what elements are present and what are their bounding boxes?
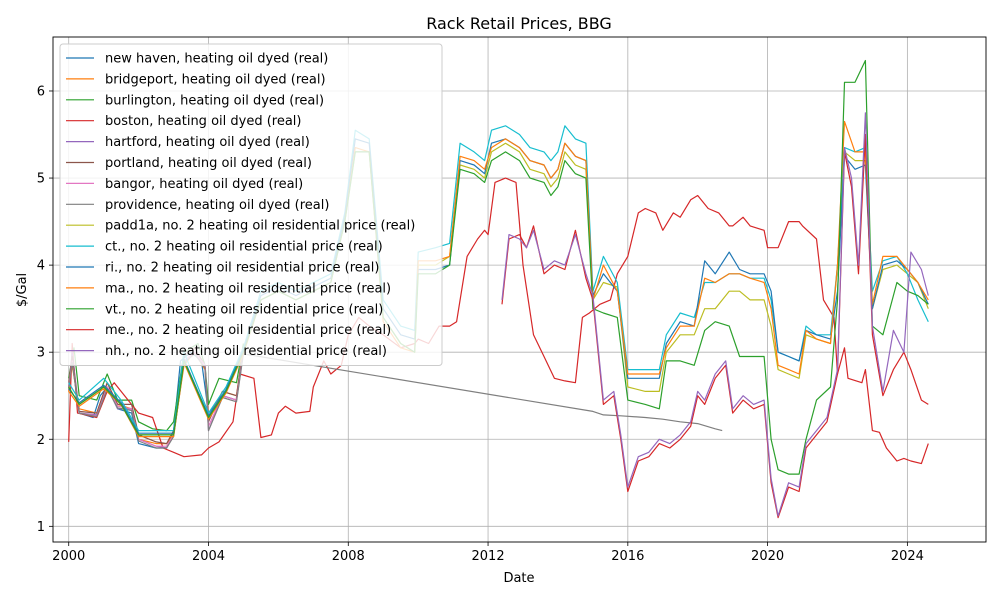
x-tick-label: 2008 xyxy=(332,549,365,564)
legend-entry: padd1a, no. 2 heating oil residential pr… xyxy=(105,219,415,234)
y-axis-label: $/Gal xyxy=(15,273,30,307)
legend-entry: me., no. 2 heating oil residential price… xyxy=(105,323,391,338)
legend: new haven, heating oil dyed (real) bridge… xyxy=(59,43,443,366)
legend-entry: burlington, heating oil dyed (real) xyxy=(105,93,324,108)
legend-entry: hartford, heating oil dyed (real) xyxy=(105,135,310,150)
legend-entry: vt., no. 2 heating oil residential price… xyxy=(105,302,383,317)
legend-entry: portland, heating oil dyed (real) xyxy=(105,156,312,171)
series-line-6 xyxy=(68,351,244,447)
chart-title: Rack Retail Prices, BBG xyxy=(426,14,612,33)
legend-entry: bangor, heating oil dyed (real) xyxy=(105,177,303,192)
legend-entry: ma., no. 2 heating oil residential price… xyxy=(105,281,391,296)
x-tick-label: 2012 xyxy=(472,549,505,564)
legend-entry: ct., no. 2 heating oil residential price… xyxy=(105,240,383,255)
y-tick-label: 3 xyxy=(37,346,45,361)
x-tick-label: 2004 xyxy=(192,549,225,564)
x-tick-label: 2016 xyxy=(611,549,644,564)
series-line-14 xyxy=(501,112,929,517)
y-tick-label: 6 xyxy=(37,84,45,99)
x-tick-label: 2020 xyxy=(751,549,784,564)
legend-entry: new haven, heating oil dyed (real) xyxy=(105,52,328,67)
x-axis-label: Date xyxy=(503,571,534,586)
axis-ticks: 2000 2004 2008 2012 2016 2020 2024 1 2 3 4 5 6 xyxy=(37,84,924,564)
y-tick-label: 1 xyxy=(37,520,45,535)
legend-entry: bridgeport, heating oil dyed (real) xyxy=(105,72,326,87)
legend-entry: ri., no. 2 heating oil residential price… xyxy=(105,261,379,276)
y-tick-label: 4 xyxy=(37,259,45,274)
x-tick-label: 2000 xyxy=(52,549,85,564)
legend-entry: providence, heating oil dyed (real) xyxy=(105,198,329,213)
legend-box xyxy=(59,43,443,366)
series-line-2 xyxy=(68,342,244,432)
y-tick-label: 2 xyxy=(37,433,45,448)
plot-frame xyxy=(52,36,987,543)
legend-entry: boston, heating oil dyed (real) xyxy=(105,114,302,129)
x-tick-label: 2024 xyxy=(891,549,924,564)
y-tick-label: 5 xyxy=(37,172,45,187)
legend-entry: nh., no. 2 heating oil residential price… xyxy=(105,344,387,359)
